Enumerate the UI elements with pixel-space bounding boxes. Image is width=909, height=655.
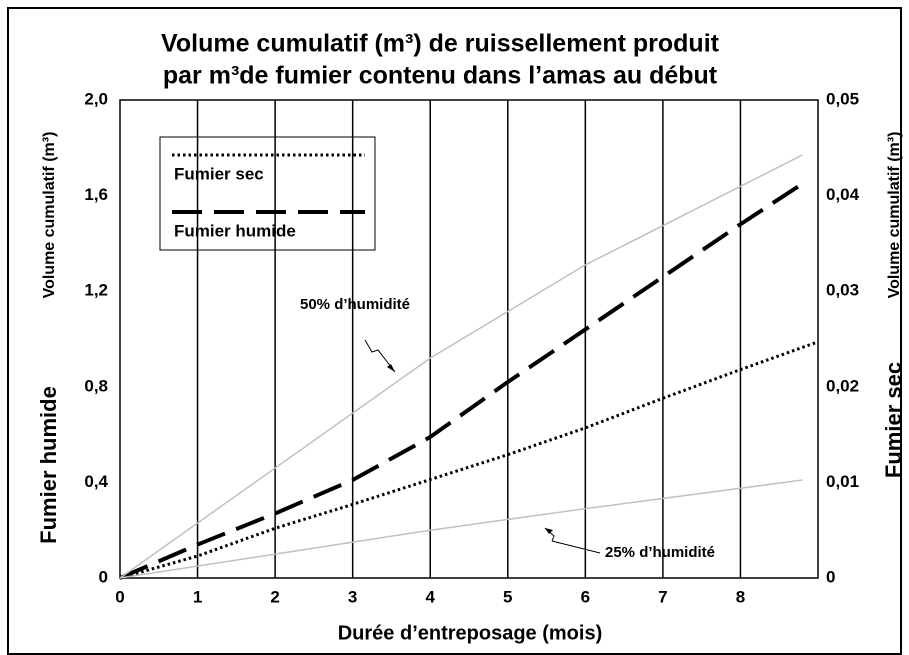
x-tick-label: 8	[736, 587, 745, 606]
y2-tick-label: 0,05	[826, 89, 859, 108]
legend-label: Fumier sec	[174, 164, 264, 183]
y-tick-label: 0,4	[84, 472, 108, 491]
x-tick-label: 0	[115, 587, 124, 606]
annotation-arrow	[364, 339, 396, 373]
series-line	[119, 181, 804, 580]
y2-axis-label: Fumier sec	[881, 362, 906, 478]
y-tick-label: 1,6	[84, 185, 108, 204]
y-tick-label: 0,8	[84, 376, 108, 395]
series-line	[119, 154, 803, 579]
y2-tick-label: 0,04	[826, 185, 860, 204]
x-tick-label: 6	[581, 587, 590, 606]
x-tick-label: 1	[193, 587, 202, 606]
legend-label: Fumier humide	[174, 221, 296, 240]
y2-tick-label: 0,01	[826, 472, 859, 491]
arrow-head	[545, 528, 553, 534]
x-tick-label: 5	[503, 587, 512, 606]
annotation: 25% d’humidité	[605, 544, 715, 561]
x-tick-label: 7	[658, 587, 667, 606]
y-tick-label: 0	[99, 567, 108, 586]
series-line	[119, 340, 819, 580]
y-tick-label: 2,0	[84, 89, 108, 108]
chart-title: Volume cumulatif (m³) de ruissellement p…	[161, 30, 720, 58]
y2-axis-label: Volume cumulatif (m³)	[886, 132, 903, 299]
x-tick-label: 2	[270, 587, 279, 606]
y-axis-label: Volume cumulatif (m³)	[41, 132, 58, 299]
series-line	[119, 479, 803, 579]
y-tick-label: 1,2	[84, 281, 108, 300]
arrow-head	[387, 364, 395, 372]
x-axis-label: Durée d’entreposage (mois)	[338, 622, 603, 644]
x-tick-label: 4	[425, 587, 435, 606]
x-tick-label: 3	[348, 587, 357, 606]
y-axis-label: Fumier humide	[36, 386, 61, 544]
annotation: 50% d’humidité	[300, 296, 410, 313]
annotation-arrow	[551, 540, 601, 554]
y2-tick-label: 0	[826, 567, 835, 586]
chart-title: par m³de fumier contenu dans l’amas au d…	[163, 62, 718, 90]
y2-tick-label: 0,02	[826, 376, 859, 395]
y2-tick-label: 0,03	[826, 281, 859, 300]
